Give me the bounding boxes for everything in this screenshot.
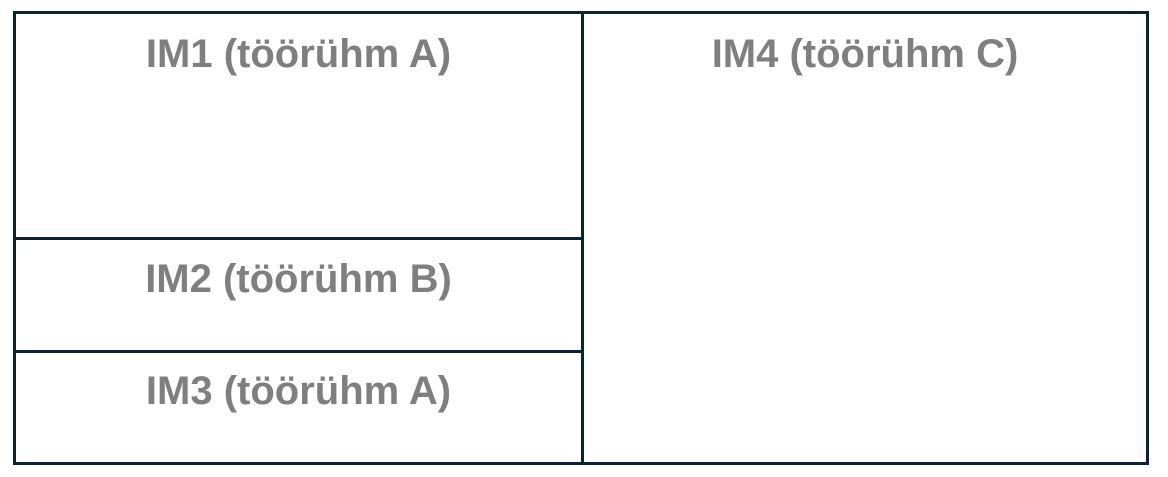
cell-label: IM2 (töörühm B) [145, 257, 452, 301]
cell-label: IM3 (töörühm A) [145, 369, 452, 413]
cell-im1: IM1 (töörühm A) [13, 11, 584, 240]
cell-im4: IM4 (töörühm C) [581, 11, 1149, 465]
cell-label: IM1 (töörühm A) [145, 32, 452, 76]
cell-label: IM4 (töörühm C) [711, 32, 1019, 76]
cell-im2: IM2 (töörühm B) [13, 237, 584, 353]
cell-im3: IM3 (töörühm A) [13, 350, 584, 465]
